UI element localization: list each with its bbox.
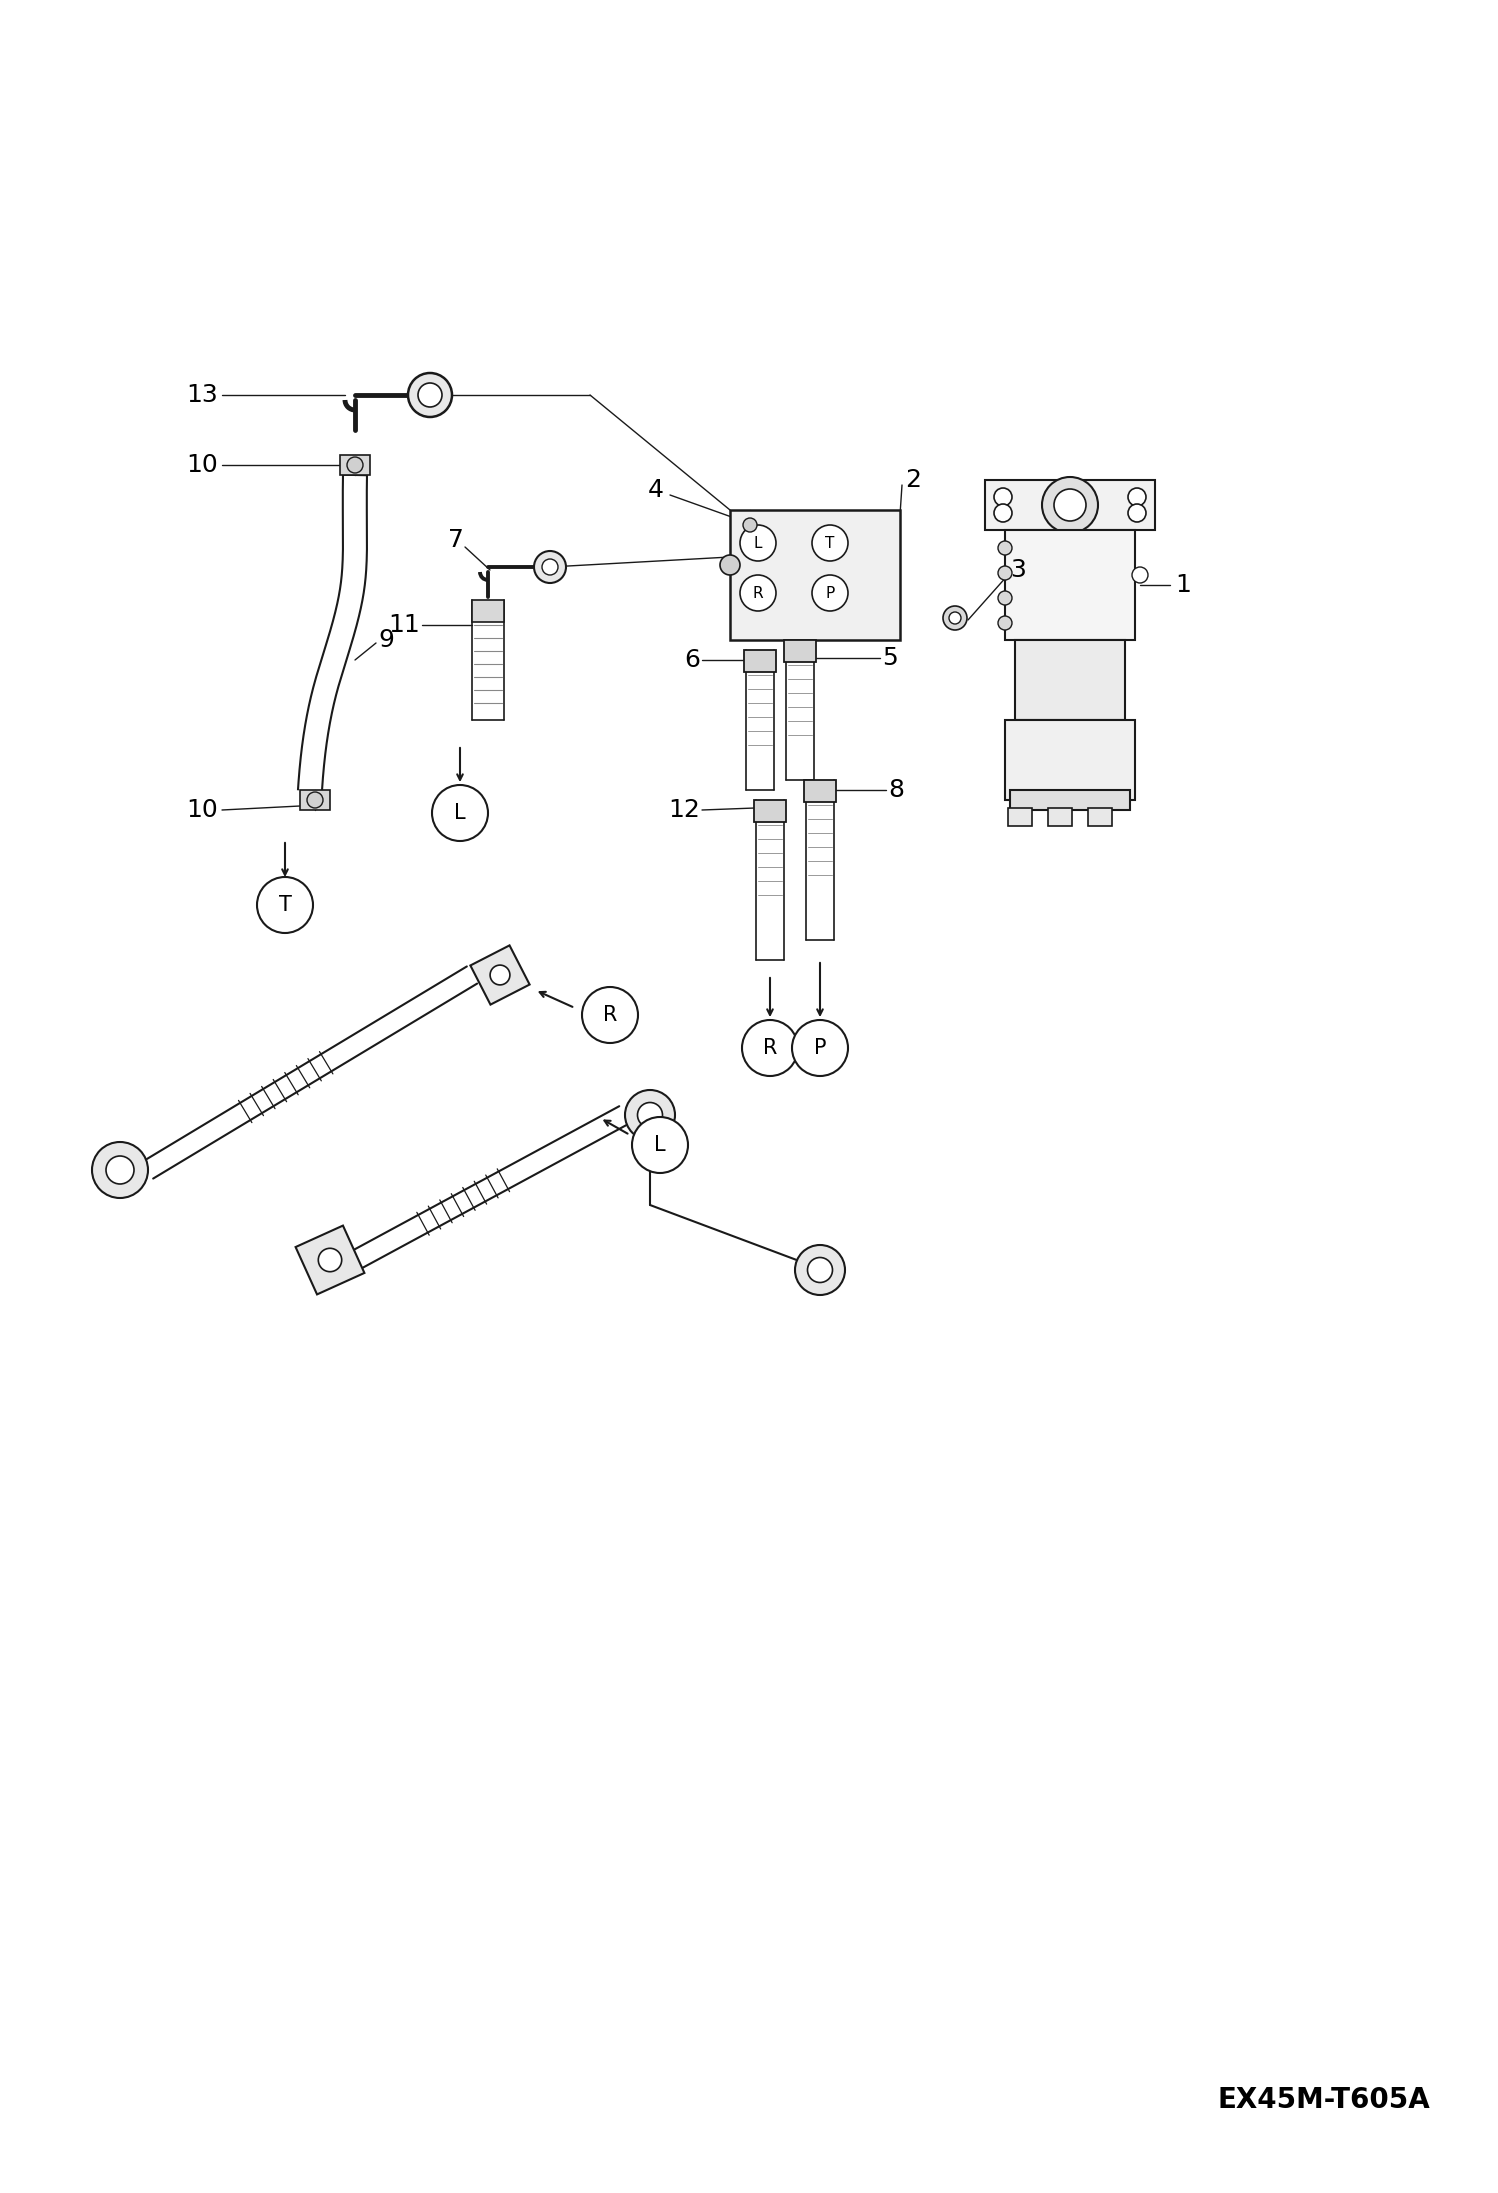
Bar xyxy=(1088,807,1112,827)
Polygon shape xyxy=(1005,531,1135,640)
Bar xyxy=(300,789,330,809)
Text: 2: 2 xyxy=(905,467,921,491)
Circle shape xyxy=(431,785,488,840)
Text: 8: 8 xyxy=(888,779,903,803)
Text: 9: 9 xyxy=(377,627,394,651)
Circle shape xyxy=(742,1020,798,1077)
Text: 10: 10 xyxy=(186,454,219,478)
Polygon shape xyxy=(1016,640,1125,719)
Circle shape xyxy=(407,373,452,417)
Circle shape xyxy=(998,590,1013,605)
Bar xyxy=(1049,807,1073,827)
Circle shape xyxy=(307,792,324,807)
Circle shape xyxy=(638,1103,662,1127)
Text: R: R xyxy=(602,1004,617,1024)
Circle shape xyxy=(998,542,1013,555)
Circle shape xyxy=(1128,504,1146,522)
Circle shape xyxy=(795,1246,845,1296)
Text: 12: 12 xyxy=(668,798,700,822)
Text: P: P xyxy=(813,1037,827,1057)
Text: 10: 10 xyxy=(186,798,219,822)
Circle shape xyxy=(490,965,509,985)
Text: T: T xyxy=(279,895,292,914)
Text: R: R xyxy=(762,1037,777,1057)
Text: EX45M-T605A: EX45M-T605A xyxy=(1218,2086,1431,2114)
Circle shape xyxy=(348,456,363,474)
Bar xyxy=(804,781,836,803)
Circle shape xyxy=(91,1143,148,1197)
Circle shape xyxy=(542,559,557,575)
Bar xyxy=(472,601,503,623)
Polygon shape xyxy=(986,480,1155,531)
Circle shape xyxy=(998,616,1013,629)
Bar xyxy=(753,800,786,822)
Circle shape xyxy=(792,1020,848,1077)
Circle shape xyxy=(1132,568,1147,583)
Circle shape xyxy=(812,575,848,612)
Text: R: R xyxy=(752,586,764,601)
Circle shape xyxy=(583,987,638,1044)
Circle shape xyxy=(743,518,756,533)
Polygon shape xyxy=(1005,719,1135,800)
Circle shape xyxy=(533,550,566,583)
Text: 4: 4 xyxy=(649,478,664,502)
Text: 13: 13 xyxy=(186,384,219,408)
Circle shape xyxy=(258,877,313,932)
Circle shape xyxy=(632,1116,688,1173)
Bar xyxy=(1008,807,1032,827)
Circle shape xyxy=(740,524,776,561)
Circle shape xyxy=(995,504,1013,522)
Circle shape xyxy=(998,566,1013,579)
Circle shape xyxy=(812,524,848,561)
Polygon shape xyxy=(295,1226,364,1294)
Bar xyxy=(783,640,816,662)
Circle shape xyxy=(721,555,740,575)
Text: L: L xyxy=(753,535,762,550)
Text: L: L xyxy=(454,803,466,822)
Polygon shape xyxy=(470,945,530,1004)
Circle shape xyxy=(106,1156,133,1184)
Text: T: T xyxy=(825,535,834,550)
Polygon shape xyxy=(1010,789,1129,809)
Circle shape xyxy=(950,612,962,625)
Circle shape xyxy=(1043,478,1098,533)
Bar xyxy=(730,511,900,640)
Circle shape xyxy=(1128,489,1146,507)
Text: 7: 7 xyxy=(448,529,464,553)
Polygon shape xyxy=(298,474,367,792)
Text: 11: 11 xyxy=(388,614,419,636)
Text: L: L xyxy=(655,1136,665,1156)
Text: P: P xyxy=(825,586,834,601)
Bar xyxy=(745,649,776,671)
Text: 6: 6 xyxy=(685,647,700,671)
Text: 3: 3 xyxy=(1010,557,1026,581)
Circle shape xyxy=(944,605,968,629)
Bar xyxy=(340,454,370,476)
Circle shape xyxy=(807,1257,833,1283)
Circle shape xyxy=(1055,489,1086,522)
Circle shape xyxy=(995,489,1013,507)
Circle shape xyxy=(625,1090,676,1140)
Circle shape xyxy=(740,575,776,612)
Text: 5: 5 xyxy=(882,647,897,671)
Text: 1: 1 xyxy=(1174,572,1191,596)
Circle shape xyxy=(418,384,442,408)
Circle shape xyxy=(318,1248,342,1272)
